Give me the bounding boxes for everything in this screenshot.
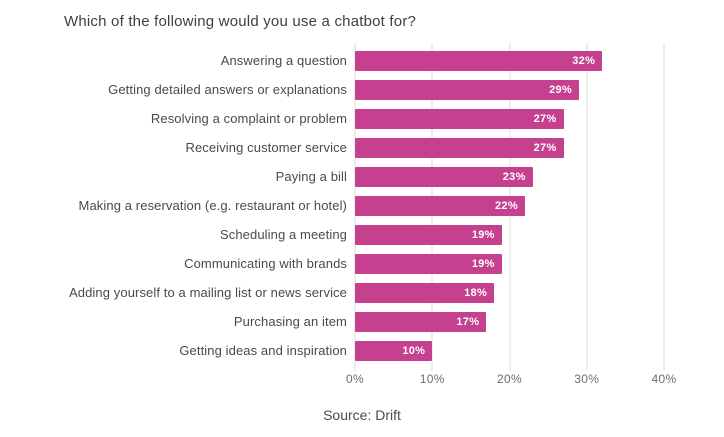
category-label: Getting detailed answers or explanations	[108, 82, 347, 97]
bar-value-label: 32%	[572, 54, 596, 67]
x-axis: 0% 10% 20% 30% 40%	[346, 365, 676, 395]
bar-row: Purchasing an item 17%	[6, 307, 664, 336]
category-label: Communicating with brands	[184, 256, 347, 271]
bar-track: 19%	[355, 253, 664, 274]
bar-value-label: 19%	[471, 228, 495, 241]
bar-track: 17%	[355, 311, 664, 332]
category-label: Purchasing an item	[233, 314, 347, 329]
source-caption: Source: Drift	[323, 407, 401, 423]
x-axis-tick-label: 20%	[497, 372, 522, 386]
category-label: Adding yourself to a mailing list or new…	[68, 285, 347, 300]
bar-value-label: 27%	[533, 112, 557, 125]
bar-track: 19%	[355, 224, 664, 245]
bar: 27%	[355, 108, 564, 129]
bar-track: 32%	[355, 50, 664, 71]
bar: 18%	[355, 282, 495, 303]
bar-value-label: 27%	[533, 141, 557, 154]
bar-value-label: 23%	[502, 170, 526, 183]
bar: 19%	[355, 253, 502, 274]
bar-track: 23%	[355, 166, 664, 187]
category-label: Receiving customer service	[185, 140, 347, 155]
category-label: Making a reservation (e.g. restaurant or…	[78, 198, 347, 213]
category-label: Scheduling a meeting	[219, 227, 347, 242]
bar-track: 18%	[355, 282, 664, 303]
bar-value-label: 10%	[402, 344, 426, 357]
x-axis-tick-label: 0%	[346, 372, 364, 386]
bar-row: Receiving customer service 27%	[6, 133, 664, 162]
bar-row: Making a reservation (e.g. restaurant or…	[6, 191, 664, 220]
bar: 29%	[355, 79, 580, 100]
bar-row: Communicating with brands 19%	[6, 249, 664, 278]
bar-value-label: 18%	[464, 286, 488, 299]
bar-value-label: 22%	[495, 199, 518, 212]
x-axis-tick-label: 10%	[419, 372, 445, 386]
bar-row: Adding yourself to a mailing list or new…	[6, 278, 664, 307]
bar-track: 27%	[355, 108, 664, 129]
bar-row: Getting detailed answers or explanations…	[6, 75, 664, 104]
bar-track: 27%	[355, 137, 664, 158]
category-label: Getting ideas and inspiration	[179, 343, 347, 358]
category-label: Paying a bill	[275, 169, 347, 184]
category-label: Resolving a complaint or problem	[150, 111, 347, 126]
bar: 19%	[355, 224, 502, 245]
bar-row: Answering a question 32%	[6, 46, 664, 75]
bar-value-label: 19%	[471, 257, 495, 270]
bar-row: Resolving a complaint or problem 27%	[6, 104, 664, 133]
bar-value-label: 17%	[456, 315, 480, 328]
x-axis-tick-label: 40%	[651, 372, 677, 386]
bar-row: Scheduling a meeting 19%	[6, 220, 664, 249]
category-label: Answering a question	[220, 53, 347, 68]
bar-track: 10%	[355, 340, 664, 361]
bar-row: Getting ideas and inspiration 10%	[6, 336, 664, 365]
chart-title: Which of the following would you use a c…	[64, 13, 417, 30]
bar-chart: Answering a question 32% Getting detaile…	[6, 43, 676, 395]
bar: 10%	[355, 340, 433, 361]
bar-rows: Answering a question 32% Getting detaile…	[6, 46, 664, 365]
bar: 27%	[355, 137, 564, 158]
bar-track: 29%	[355, 79, 664, 100]
bar: 23%	[355, 166, 533, 187]
bar-value-label: 29%	[549, 83, 573, 96]
bar: 32%	[355, 50, 603, 71]
bar: 22%	[355, 195, 525, 216]
x-axis-tick-label: 30%	[574, 372, 600, 386]
bar: 17%	[355, 311, 487, 332]
bar-track: 22%	[355, 195, 664, 216]
bar-row: Paying a bill 23%	[6, 162, 664, 191]
